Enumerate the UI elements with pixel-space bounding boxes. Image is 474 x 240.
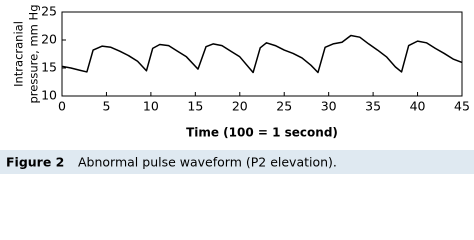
y-tick-label: 15 (41, 60, 57, 75)
y-tick-label: 25 (41, 4, 57, 19)
figure: Figure 2 Abnormal pulse waveform (P2 ele… (0, 4, 474, 174)
caption-background (0, 150, 474, 174)
caption-label: Figure 2 (6, 155, 64, 170)
y-tick-label: 10 (41, 88, 57, 103)
y-tick-label: 20 (41, 32, 57, 47)
caption: Abnormal pulse waveform (P2 elevation). (78, 155, 337, 170)
x-tick-label: 45 (454, 99, 470, 114)
x-tick-label: 35 (365, 99, 381, 114)
x-tick-label: 15 (187, 99, 203, 114)
x-tick-label: 25 (276, 99, 292, 114)
x-tick-label: 0 (58, 99, 66, 114)
x-tick-label: 30 (321, 99, 337, 114)
x-tick-label: 40 (410, 99, 426, 114)
x-tick-label: 5 (102, 99, 110, 114)
x-tick-label: 10 (143, 99, 159, 114)
y-axis-title: pressure, mm Hg (27, 5, 41, 104)
x-axis-title: Time (100 = 1 second) (186, 126, 338, 140)
plot-frame (61, 11, 463, 97)
x-tick-label: 20 (232, 99, 248, 114)
y-axis-title: Intracranial (12, 21, 26, 87)
waveform-line (61, 34, 463, 74)
